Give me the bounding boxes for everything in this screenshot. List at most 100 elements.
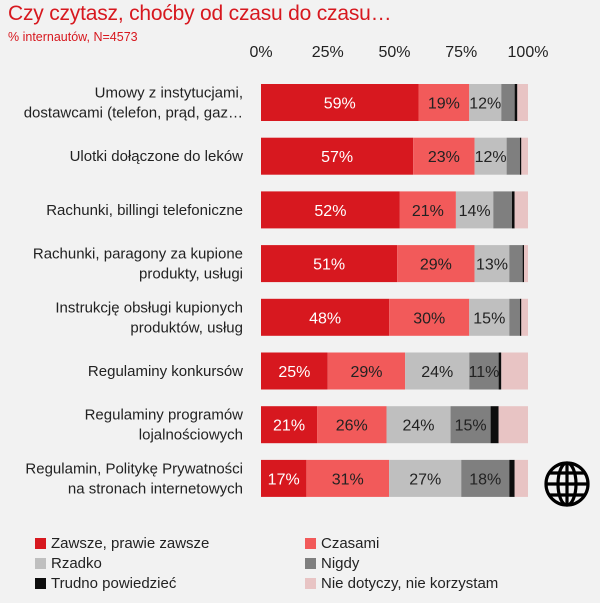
legend-swatch [35, 578, 46, 589]
stacked-bar-chart: 0% 25% 50% 75% 100% Umowy z instytucjami, dost… [24, 44, 549, 497]
bar-segment [261, 406, 318, 444]
x-tick-label: 25% [312, 44, 344, 61]
legend-swatch [35, 558, 46, 569]
bar-segment [469, 352, 499, 390]
bar-segment [490, 406, 499, 444]
bar-segment [509, 298, 520, 336]
legend-label: Rzadko [51, 555, 102, 572]
legend-item: Zawsze, prawie zawsze [35, 535, 209, 552]
bar-segment [521, 298, 528, 336]
bar-segment [405, 352, 470, 390]
legend-item: Trudno powiedzieć [35, 575, 176, 592]
bar-segment [261, 459, 307, 497]
data-label: 12% [475, 149, 507, 166]
data-label: 59% [324, 96, 356, 113]
data-label: 24% [403, 418, 435, 435]
category-label: lojalnościowych [139, 427, 243, 444]
category-label: dostawcami (telefon, prąd, gaz… [24, 105, 243, 122]
data-label: 52% [314, 203, 346, 220]
bar-segment [514, 84, 518, 121]
bar-segment [261, 245, 398, 283]
bar-segment [261, 84, 419, 121]
legend-swatch [305, 538, 316, 549]
bar-segment [261, 137, 414, 175]
bar-segment [261, 352, 328, 390]
bar-segment [509, 459, 515, 497]
category-label: Rachunki, paragony za kupione [33, 246, 243, 263]
x-tick-label: 0% [249, 44, 272, 61]
category-label: Ulotki dołączone do leków [70, 148, 244, 165]
data-label: 31% [332, 471, 364, 488]
data-label: 24% [421, 364, 453, 381]
data-label: 21% [412, 203, 444, 220]
chart-legend: Zawsze, prawie zawsze Czasami Rzadko Nigdy T… [35, 535, 595, 599]
bar-segment [493, 191, 512, 229]
data-label: 18% [469, 471, 501, 488]
data-label: 17% [268, 471, 300, 488]
bar-segment [389, 459, 462, 497]
bar-segment [501, 352, 528, 390]
chart-subtitle: % internautów, N=4573 [8, 30, 138, 44]
data-label: 30% [413, 310, 445, 327]
data-label: 25% [278, 364, 310, 381]
data-label: 19% [428, 96, 460, 113]
bar-segment [522, 245, 524, 283]
x-tick-label: 100% [508, 44, 549, 61]
data-label: 51% [313, 257, 345, 274]
data-label: 29% [420, 257, 452, 274]
bar-segment [450, 406, 491, 444]
bar-segment [501, 84, 515, 121]
data-label: 21% [273, 418, 305, 435]
bar-segment [519, 298, 522, 336]
x-tick-label: 75% [445, 44, 477, 61]
data-label: 14% [459, 203, 491, 220]
legend-item: Czasami [305, 535, 379, 552]
data-label: 12% [469, 96, 501, 113]
bar-segment [474, 245, 510, 283]
category-label: Regulaminy programów [85, 407, 244, 424]
legend-label: Nigdy [321, 555, 360, 572]
data-label: 13% [476, 257, 508, 274]
data-label: 23% [428, 149, 460, 166]
bar-segment [469, 298, 510, 336]
legend-swatch [35, 538, 46, 549]
category-label: Umowy z instytucjami, [95, 85, 243, 102]
bar-segment [469, 84, 502, 121]
data-label: 15% [455, 418, 487, 435]
bar-segment [261, 191, 400, 229]
legend-item: Nie dotyczy, nie korzystam [305, 575, 498, 592]
data-label: 27% [409, 471, 441, 488]
legend-item: Rzadko [35, 555, 102, 572]
bar-segment [517, 84, 528, 121]
bar-segment [519, 137, 522, 175]
bar-segment [523, 245, 528, 283]
bar-segment [511, 191, 515, 229]
data-label: 48% [309, 310, 341, 327]
bar-segment [509, 245, 523, 283]
chart-title: Czy czytasz, choćby od czasu do czasu… [8, 2, 392, 25]
bar-segment [498, 352, 502, 390]
bar-segment [327, 352, 406, 390]
bar-segment [461, 459, 510, 497]
bar-segment [498, 406, 528, 444]
category-label: Instrukcję obsługi kupionych [55, 299, 243, 316]
category-label: Regulaminy konkursów [88, 363, 243, 380]
data-label: 26% [336, 418, 368, 435]
bar-segment [399, 191, 456, 229]
bar-segment [306, 459, 390, 497]
x-tick-label: 50% [378, 44, 410, 61]
bar-segment [455, 191, 494, 229]
bar-segment [514, 459, 528, 497]
bar-segment [413, 137, 475, 175]
bar-segment [474, 137, 507, 175]
globe-icon [544, 461, 590, 507]
data-label: 57% [321, 149, 353, 166]
legend-swatch [305, 578, 316, 589]
category-label: na stronach internetowych [68, 480, 243, 497]
legend-label: Czasami [321, 535, 380, 552]
bar-segment [418, 84, 470, 121]
legend-label: Zawsze, prawie zawsze [51, 535, 210, 552]
category-label: Rachunki, billingi telefoniczne [46, 202, 243, 219]
bar-segment [261, 298, 390, 336]
bar-segment [386, 406, 451, 444]
